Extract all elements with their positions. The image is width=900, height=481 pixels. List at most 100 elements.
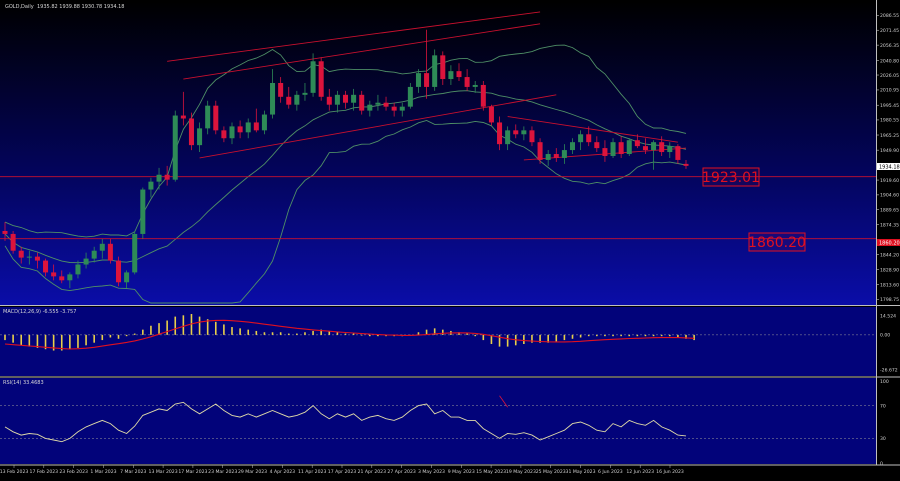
candle-body xyxy=(407,86,413,107)
ohlc-label: 1935.82 1939.88 1930.78 1934.18 xyxy=(37,4,124,10)
candle-body xyxy=(651,142,657,151)
candle-body xyxy=(172,115,178,180)
candle xyxy=(480,81,486,111)
rsi-divergence-mark[interactable] xyxy=(499,395,508,408)
candle-body xyxy=(59,276,65,281)
candle-body xyxy=(569,142,576,151)
candle xyxy=(34,252,40,269)
macd-histogram-bar xyxy=(482,334,485,341)
macd-histogram-bar xyxy=(28,334,31,347)
candle xyxy=(407,82,413,109)
date-tick-label: 23 Mar 2023 xyxy=(208,469,237,475)
candle-body xyxy=(124,272,130,283)
candle xyxy=(75,260,81,279)
candle-body xyxy=(367,104,373,111)
macd-histogram-bar xyxy=(644,334,647,337)
price-tick-label: 1889.65 xyxy=(880,207,899,213)
date-tick-label: 16 Jun 2023 xyxy=(656,469,684,475)
candle-body xyxy=(359,94,365,111)
candle-body xyxy=(2,230,8,234)
date-tick-label: 3 May 2023 xyxy=(418,469,445,475)
macd-histogram-bar xyxy=(166,320,168,335)
price-tick-label: 1813.60 xyxy=(880,282,899,288)
candle xyxy=(253,108,259,133)
candle-body xyxy=(602,148,608,156)
macd-histogram-bar xyxy=(206,319,209,335)
candle xyxy=(148,177,154,198)
macd-signal-line xyxy=(4,319,695,350)
rsi-line xyxy=(4,401,687,443)
candle xyxy=(342,90,349,109)
candle-body xyxy=(205,105,211,129)
channel-mid-line[interactable] xyxy=(183,23,541,80)
candle xyxy=(448,65,454,85)
price-tick-label: 2026.05 xyxy=(880,73,899,79)
candle xyxy=(18,246,24,264)
macd-histogram-bar xyxy=(158,323,160,335)
date-tick-label: 1 Mar 2023 xyxy=(90,469,116,475)
candle xyxy=(375,94,381,111)
macd-histogram-bar xyxy=(60,334,63,351)
candle xyxy=(351,88,357,111)
candle xyxy=(83,252,89,269)
candle-body xyxy=(107,243,113,261)
candle xyxy=(472,81,478,93)
macd-histogram-bar xyxy=(660,334,663,337)
macd-histogram-bar xyxy=(547,334,549,343)
macd-histogram-bar xyxy=(563,334,566,341)
channel-lower-line[interactable] xyxy=(199,94,557,159)
candle xyxy=(415,69,421,93)
candle xyxy=(302,82,308,101)
rsi-label: RSI(14) 33.4683 xyxy=(3,380,44,386)
date-tick-label: 7 Mar 2023 xyxy=(120,469,146,475)
candle-body xyxy=(115,260,122,283)
candle-body xyxy=(221,130,227,139)
macd-histogram-bar xyxy=(36,334,39,348)
date-tick-label: 27 Apr 2023 xyxy=(387,469,415,475)
macd-histogram-bar xyxy=(304,332,306,335)
candle-body xyxy=(318,61,324,97)
candle xyxy=(10,230,16,254)
candle xyxy=(432,49,438,91)
date-tick-label: 6 Jun 2023 xyxy=(598,469,623,475)
candle-body xyxy=(302,92,308,95)
candle xyxy=(140,187,146,239)
date-tick-label: 4 Apr 2023 xyxy=(270,469,296,475)
candle-body xyxy=(156,174,162,182)
candle-body xyxy=(497,122,503,145)
candle xyxy=(545,150,551,166)
candle xyxy=(261,110,267,135)
price-tick-label: 1965.25 xyxy=(880,133,899,139)
candle xyxy=(318,57,324,101)
date-tick-label: 12 Jun 2023 xyxy=(626,469,654,475)
candle xyxy=(537,138,543,164)
candle-body xyxy=(213,105,219,131)
candle-body xyxy=(261,114,267,131)
macd-histogram-bar xyxy=(125,334,128,337)
macd-histogram-bar xyxy=(117,334,120,339)
candle xyxy=(586,126,592,147)
date-tick-label: 25 May 2023 xyxy=(536,469,566,475)
candle xyxy=(602,140,608,162)
macd-histogram-bar xyxy=(44,334,47,350)
rsi-tick-label: 30 xyxy=(880,436,886,442)
candle-body xyxy=(553,154,559,158)
triangle-upper-line[interactable] xyxy=(507,116,678,143)
level-price-tag xyxy=(877,239,900,246)
candle-body xyxy=(545,154,551,160)
candle xyxy=(521,126,527,141)
candle xyxy=(326,88,332,111)
macd-histogram-bar xyxy=(231,327,233,335)
price-tick-label: 2071.45 xyxy=(880,28,899,34)
channel-upper-line[interactable] xyxy=(167,11,541,62)
bollinger-lower-band xyxy=(4,120,687,304)
candle xyxy=(59,270,65,284)
candle xyxy=(172,110,178,182)
level-1923-label: 1923.01 xyxy=(702,170,760,186)
candle xyxy=(124,270,130,289)
price-tick-label: 2010.95 xyxy=(880,88,899,94)
candle-body xyxy=(375,102,381,105)
candle xyxy=(488,104,494,126)
candle xyxy=(2,222,8,241)
